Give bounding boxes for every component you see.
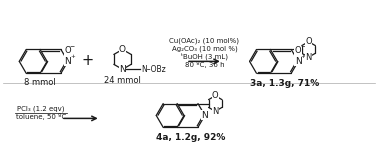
Text: O: O (65, 46, 71, 55)
Text: 4a, 1.2g, 92%: 4a, 1.2g, 92% (156, 133, 226, 142)
Text: N: N (201, 111, 208, 120)
Text: 3a, 1.3g, 71%: 3a, 1.3g, 71% (250, 79, 319, 88)
Text: Ag₂CO₃ (10 mol %): Ag₂CO₃ (10 mol %) (172, 45, 237, 52)
Text: N: N (295, 57, 302, 66)
Text: O: O (295, 46, 302, 55)
Text: toluene, 50 ºC: toluene, 50 ºC (16, 113, 66, 120)
Text: −: − (70, 44, 75, 49)
Text: N: N (212, 107, 218, 116)
Text: Cu(OAc)₂ (10 mol%): Cu(OAc)₂ (10 mol%) (169, 38, 239, 44)
Text: −: − (300, 44, 305, 49)
Text: O: O (305, 37, 312, 46)
Text: 24 mmol: 24 mmol (104, 76, 141, 85)
Text: N–OBz: N–OBz (141, 65, 166, 74)
Text: +: + (82, 53, 94, 68)
Text: ᵗBuOH (3 mL): ᵗBuOH (3 mL) (181, 53, 228, 60)
Text: N: N (65, 57, 71, 66)
Text: N: N (305, 53, 312, 62)
Text: O: O (212, 91, 218, 100)
Text: 8 mmol: 8 mmol (24, 78, 56, 87)
Text: +: + (301, 54, 305, 59)
Text: +: + (70, 54, 75, 59)
Text: PCl₃ (1.2 eqv): PCl₃ (1.2 eqv) (17, 105, 65, 112)
Text: O: O (119, 45, 126, 54)
Text: 80 ºC, 36 h: 80 ºC, 36 h (184, 61, 224, 68)
Text: N: N (119, 65, 126, 74)
